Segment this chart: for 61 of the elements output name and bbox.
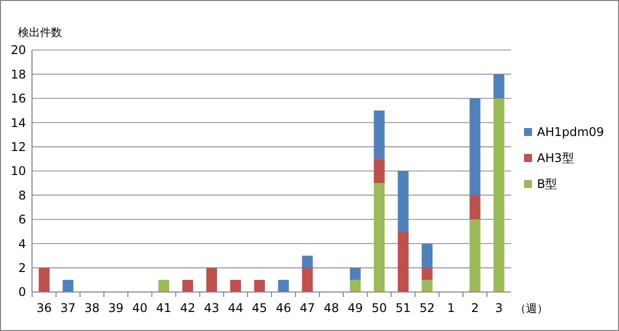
bar: [206, 268, 218, 292]
y-tick-label: 8: [18, 188, 26, 202]
bar: [182, 280, 194, 292]
x-tick-label: 3: [495, 301, 503, 315]
bar: [38, 268, 50, 292]
bar: [470, 219, 480, 292]
y-tick-label: 10: [10, 164, 26, 178]
legend-label: AH3型: [537, 151, 574, 166]
bar: [350, 280, 361, 292]
bar: [470, 195, 480, 220]
x-axis-title: （週）: [515, 302, 548, 315]
bar: [158, 280, 170, 292]
bar: [398, 232, 409, 292]
bar: [494, 74, 504, 98]
y-tick-label: 18: [10, 67, 26, 82]
x-tick-label: 2: [471, 301, 479, 315]
bar: [254, 280, 265, 292]
x-tick-label: 46: [276, 301, 292, 315]
bar: [62, 280, 74, 292]
y-axis-title: 検出件数: [18, 26, 62, 39]
x-tick-label: 47: [300, 301, 316, 315]
x-tick-label: 40: [132, 301, 148, 315]
y-tick-label: 12: [10, 140, 26, 154]
y-tick-label: 16: [10, 92, 26, 106]
x-tick-label: 1: [447, 301, 455, 315]
bar: [470, 98, 480, 196]
legend-label: AH1pdm09: [537, 125, 604, 140]
x-tick-label: 37: [60, 301, 76, 315]
bar: [494, 98, 504, 292]
bar: [350, 268, 361, 280]
x-tick-label: 45: [252, 301, 268, 315]
y-tick-label: 0: [18, 285, 26, 300]
bar: [230, 280, 241, 292]
bar: [374, 183, 385, 292]
bar: [422, 280, 432, 292]
x-tick-label: 38: [84, 301, 100, 315]
x-tick-label: 41: [156, 301, 172, 315]
x-tick-label: 52: [419, 301, 435, 315]
bar: [374, 110, 385, 159]
x-tick-label: 43: [204, 301, 220, 315]
x-tick-label: 48: [324, 301, 339, 315]
bar: [374, 158, 385, 184]
y-tick-label: 6: [18, 212, 26, 227]
x-tick-label: 49: [348, 301, 363, 315]
x-tick-label: 50: [372, 301, 387, 315]
x-tick-label: 44: [228, 301, 244, 315]
y-tick-label: 20: [10, 43, 26, 58]
bar: [302, 256, 313, 268]
bar: [422, 244, 432, 268]
y-tick-label: 2: [18, 261, 26, 275]
x-tick-label: 39: [108, 301, 124, 315]
bar: [302, 268, 313, 292]
y-tick-label: 4: [18, 236, 26, 251]
x-tick-label: 42: [180, 301, 196, 315]
x-tick-label: 51: [396, 301, 411, 315]
x-tick-label: 36: [36, 301, 52, 315]
bar: [398, 171, 409, 232]
legend-label: B型: [537, 177, 558, 192]
bar: [278, 280, 289, 292]
y-tick-label: 14: [10, 116, 26, 130]
bar: [422, 268, 432, 280]
